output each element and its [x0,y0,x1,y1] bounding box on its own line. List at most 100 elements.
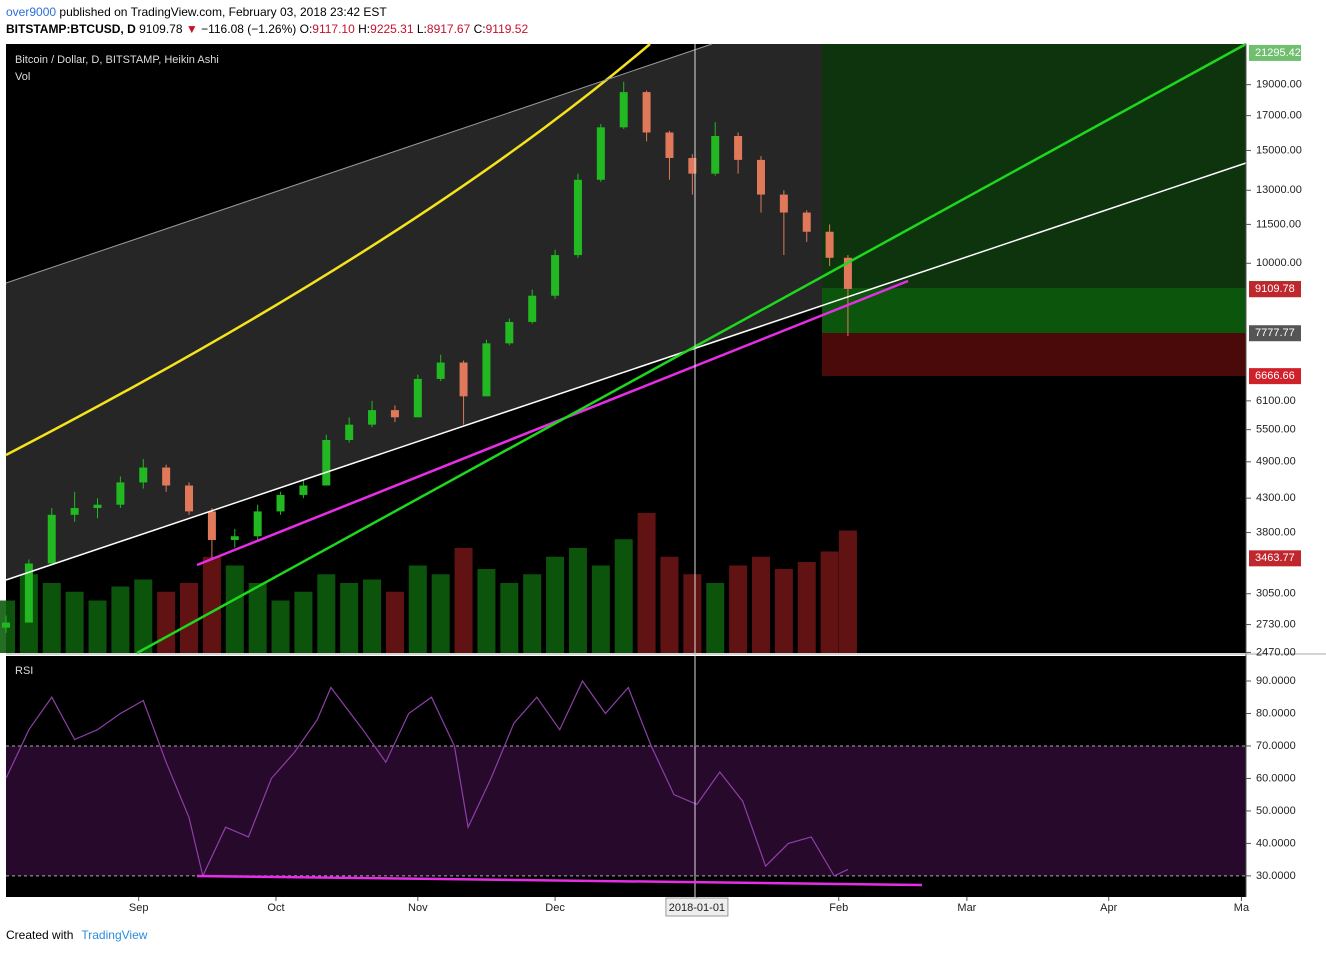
chart: Bitcoin / Dollar, D, BITSTAMP, Heikin As… [0,42,1326,917]
candle-body [70,508,79,515]
y-tick-label: 2730.00 [1256,618,1296,630]
axis-bg [1246,44,1326,897]
published: published on TradingView.com, February 0… [59,5,387,19]
candle-body [299,485,308,495]
volume-bar [294,591,313,653]
x-tick-label: 2018-01-01 [669,902,725,914]
candle-body [230,536,239,540]
y-tick-label: 3800.00 [1256,526,1296,538]
channel-fill [6,44,822,580]
candle-body [93,504,102,509]
volume-bar [660,556,679,653]
y-tick-label: 10000.00 [1256,257,1302,269]
volume-bar [820,551,839,653]
candle-body [459,362,468,397]
price-marker-label: 3463.77 [1255,552,1295,564]
candle-body [368,410,377,425]
vol-label: Vol [15,71,30,83]
time-axis-bg [6,897,1246,917]
price-marker-label: 7777.77 [1255,327,1295,339]
candle-body [253,511,262,537]
x-tick-label: Oct [267,902,284,914]
volume-bar [568,548,587,653]
header: over9000 published on TradingView.com, F… [6,4,528,38]
candle-body [734,135,743,160]
channel-bottom [5,162,1247,581]
y-tick-label: 3050.00 [1256,588,1296,600]
rsi-trend [196,874,923,887]
created: Created with [6,928,74,942]
candle-body [139,467,148,483]
c: 9119.52 [485,22,529,36]
volume-bar [637,513,656,653]
y-tick-label: 13000.00 [1256,184,1302,196]
volume-bar [340,583,359,653]
candle-body [47,514,56,564]
candle-body [116,482,125,505]
price-marker [1249,281,1301,298]
y-tick-label: 90.0000 [1256,675,1296,687]
volume-bar [42,583,61,653]
price-marker-label: 21295.42 [1255,47,1301,59]
volume-bar [838,530,857,653]
footer: Created with TradingView [6,928,147,942]
volume-bar [683,574,702,653]
volume-bar [408,565,427,653]
arrow: ▼ [185,22,198,36]
y-tick-label: 70.0000 [1256,740,1296,752]
x-tick-label: Apr [1100,902,1117,914]
y-tick-label: 11500.00 [1256,218,1301,230]
c-label: C: [473,22,486,36]
candle-body [345,424,354,440]
volume-bar [751,556,770,653]
author[interactable]: over9000 [6,5,57,19]
l: 8917.67 [426,22,471,36]
brand[interactable]: TradingView [81,928,148,942]
stop-zone [822,333,1246,376]
channel-top [5,43,713,284]
candle-body [276,494,285,512]
x-tick-label: Sep [129,902,149,914]
x-tick-label: Nov [408,902,428,914]
x-tick-label: Feb [829,902,848,914]
yellow-curve [5,43,651,457]
volume-bar [385,591,404,653]
candle-body [2,622,10,628]
volume-bar [614,539,633,653]
volume-bar [317,574,336,653]
candle-body [711,135,720,174]
volume-bar [477,569,496,653]
price-marker-label: 6666.66 [1255,370,1295,382]
candle-body [779,194,788,213]
candle-body [596,127,605,180]
volume-bar [271,600,290,653]
volume-bar [248,583,267,653]
y-tick-label: 80.0000 [1256,707,1296,719]
volume-bar [180,583,199,653]
candle-body [688,157,697,174]
volume-bar [202,556,221,653]
candle-body [390,410,399,418]
candle-body [24,563,33,623]
candle-body [665,132,674,158]
y-tick-label: 4300.00 [1256,492,1296,504]
volume-bar [523,574,542,653]
y-tick-label: 60.0000 [1256,772,1296,784]
candle-body [551,255,560,296]
volume-bar [134,579,153,653]
volume-bar [706,583,725,653]
candle-body [573,179,582,256]
candle-body [505,321,514,344]
candle-body [756,159,765,195]
green-trend [136,42,1247,655]
volume-bar [774,569,793,653]
candle-body [619,92,628,128]
last: 9109.78 [139,22,183,36]
candle-body [825,231,834,258]
candle-body [413,378,422,418]
magenta-trend [196,279,909,567]
volume-bar [111,586,130,653]
change: −116.08 (−1.26%) [201,22,297,36]
y-tick-label: 6100.00 [1256,395,1296,407]
